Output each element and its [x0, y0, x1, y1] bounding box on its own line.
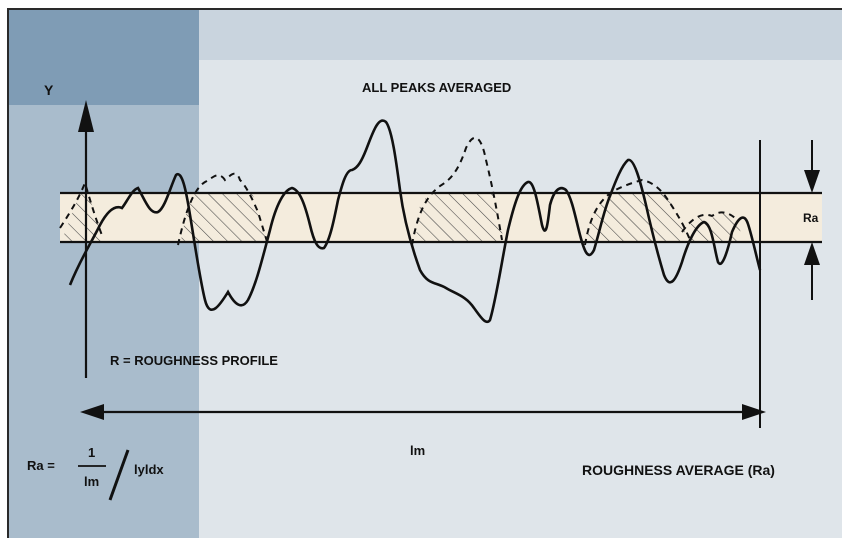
- length-arrow-left-head: [80, 404, 104, 420]
- formula-lhs: Ra =: [27, 458, 55, 473]
- hatched-area: [61, 193, 744, 242]
- ra-arrow-top-head: [804, 170, 820, 193]
- roughness-profile-label: R = ROUGHNESS PROFILE: [110, 353, 278, 368]
- length-label: lm: [410, 443, 425, 458]
- diagram-title: ALL PEAKS AVERAGED: [362, 80, 511, 95]
- ra-arrow-bottom-head: [804, 242, 820, 265]
- background-left-header: [9, 10, 199, 105]
- ra-formula: Ra = 1 lm lyldx: [27, 445, 164, 501]
- averaged-profile-dashed: [59, 136, 736, 246]
- length-arrow-right-head: [742, 404, 766, 420]
- formula-integrand: lyldx: [134, 462, 164, 477]
- roughness-average-label: ROUGHNESS AVERAGE (Ra): [582, 462, 775, 478]
- figure-frame: [7, 8, 842, 538]
- formula-denominator: lm: [84, 474, 99, 489]
- ra-band-label: Ra: [803, 211, 819, 225]
- formula-numerator: 1: [88, 445, 95, 460]
- y-axis-arrowhead: [78, 100, 94, 132]
- integral-sign: [108, 449, 130, 501]
- roughness-profile-solid: [68, 119, 762, 324]
- background-header-band: [199, 10, 842, 60]
- y-axis-label: Y: [44, 82, 54, 98]
